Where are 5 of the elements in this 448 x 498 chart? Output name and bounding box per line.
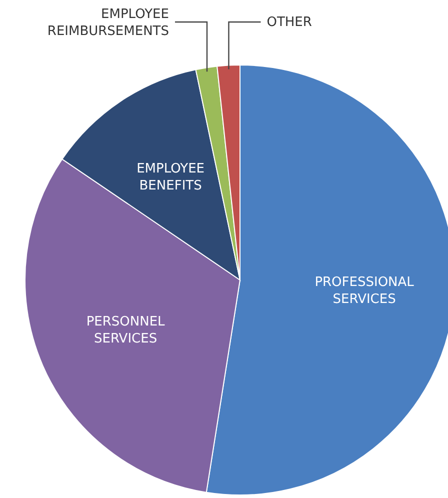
slice-label: PROFESSIONAL SERVICES (314, 274, 415, 306)
slice-label: OTHER (266, 14, 312, 30)
slice-label: EMPLOYEE REIMBURSEMENTS (47, 6, 169, 38)
slice-label: PERSONNEL SERVICES (86, 314, 166, 346)
slice-label: EMPLOYEE BENEFITS (136, 160, 205, 193)
